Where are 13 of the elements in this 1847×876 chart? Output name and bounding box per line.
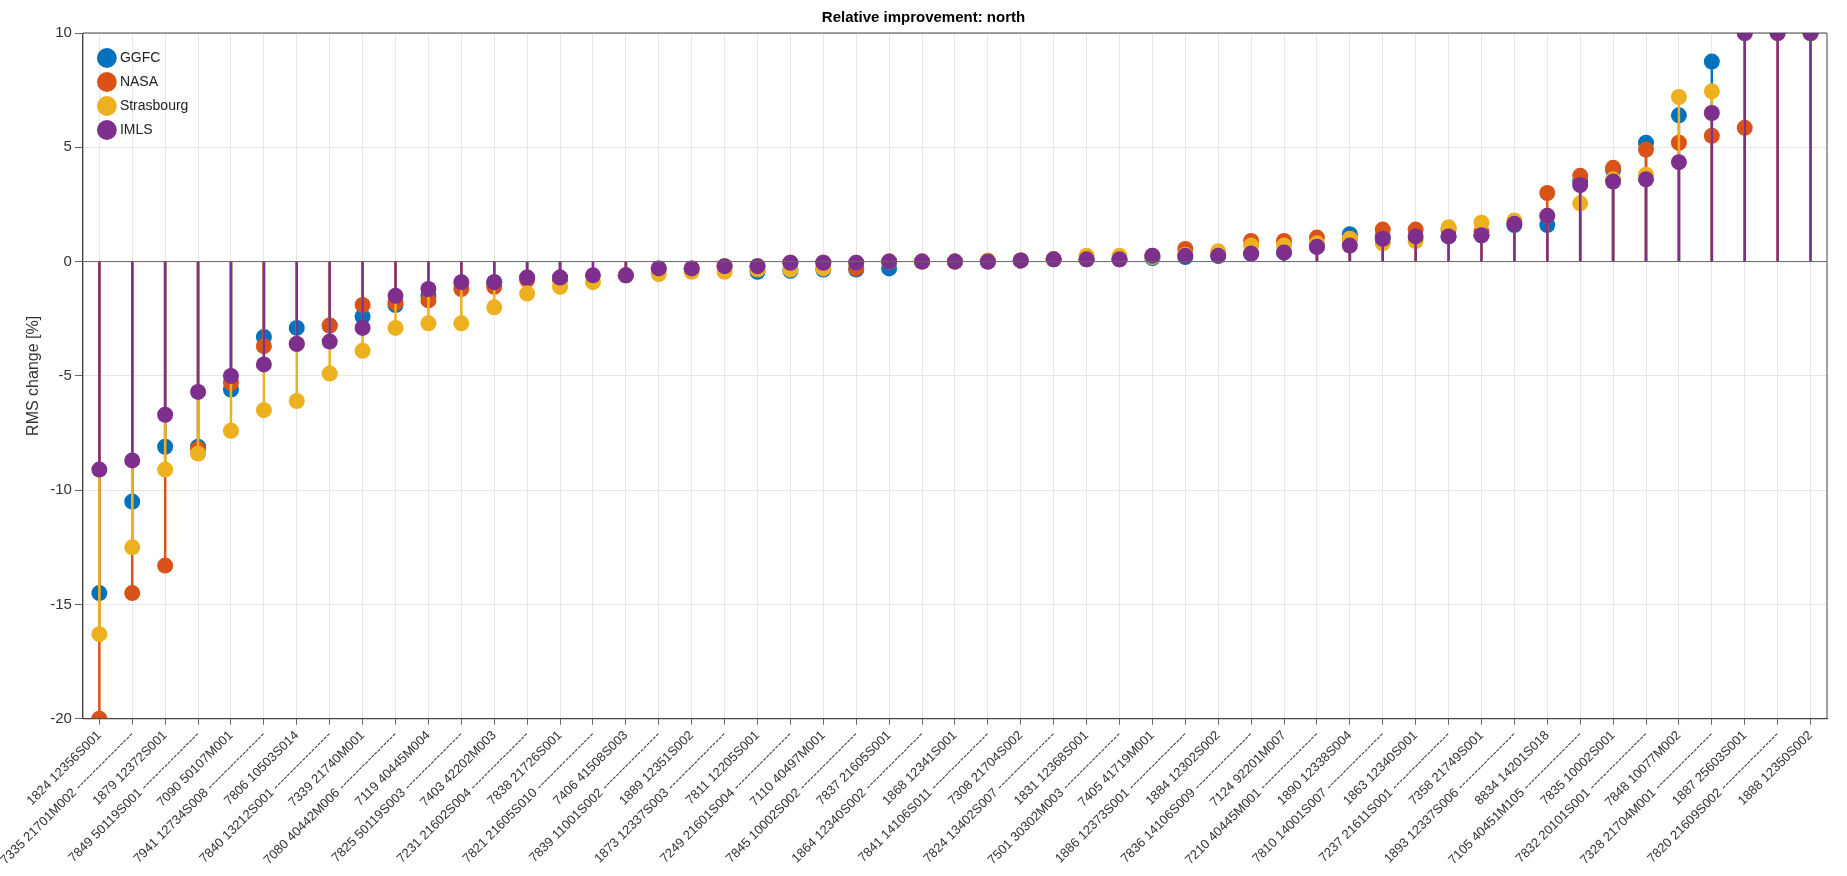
legend-label: GGFC [119, 48, 161, 65]
chart-title: Relative improvement: north [821, 8, 1026, 26]
y-tick-label: 5 [63, 137, 72, 155]
y-tick-label: 0 [63, 251, 72, 269]
y-axis-title: RMS change [%] [24, 315, 42, 436]
y-tick-label: -10 [50, 480, 72, 498]
legend-label: Strasbourg [119, 96, 189, 113]
y-tick-label: -20 [50, 708, 72, 726]
y-tick-label: 10 [55, 23, 72, 41]
legend-label: NASA [119, 72, 159, 89]
legend-label: IMLS [119, 120, 153, 137]
y-tick-label: -5 [58, 366, 72, 384]
y-tick-label: -15 [50, 594, 72, 612]
